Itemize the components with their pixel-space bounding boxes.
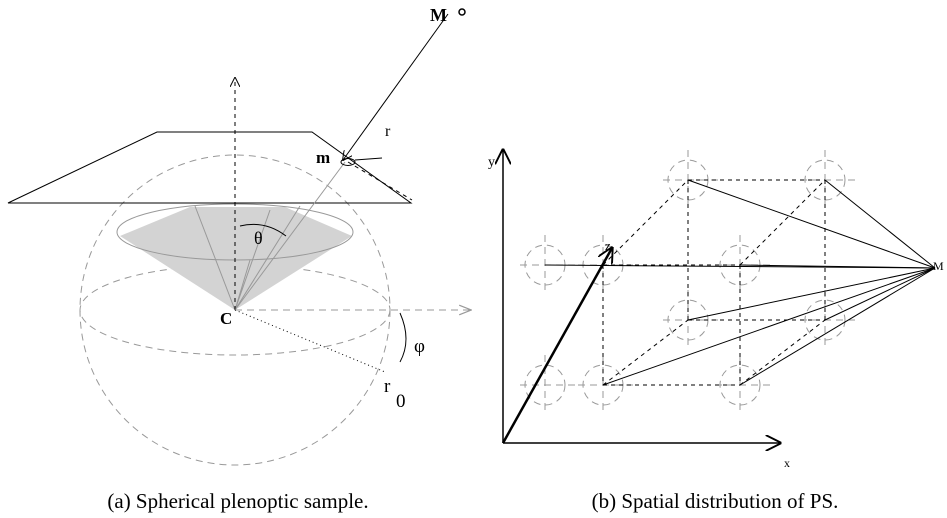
label-r0-sub: 0 bbox=[396, 391, 406, 412]
cone-lines bbox=[194, 205, 301, 311]
ray-to-m bbox=[739, 267, 936, 386]
ray-to-m bbox=[602, 267, 936, 386]
label-C: C bbox=[220, 309, 232, 328]
label-r: r bbox=[385, 123, 391, 140]
ray-to-m bbox=[739, 264, 936, 269]
ray-to-m bbox=[687, 267, 936, 321]
cube-edge bbox=[602, 319, 689, 386]
sample-sphere bbox=[804, 159, 846, 201]
cube-edge bbox=[739, 319, 826, 386]
sample-sphere bbox=[804, 299, 846, 341]
ray-c-m bbox=[234, 161, 346, 311]
sample-sphere bbox=[719, 364, 761, 406]
label-r0: r bbox=[384, 376, 391, 397]
label-M-b: M bbox=[933, 259, 944, 273]
label-x: x bbox=[784, 456, 790, 470]
label-m: m bbox=[316, 148, 330, 167]
cube-edge bbox=[602, 179, 689, 266]
panel-a: M r m θ C φ r 0 (a) Spherical plenoptic … bbox=[7, 5, 470, 513]
caption-a: (a) Spherical plenoptic sample. bbox=[107, 489, 368, 513]
label-z: z bbox=[605, 238, 611, 253]
ray-to-m bbox=[824, 267, 936, 321]
z-axis bbox=[501, 248, 612, 444]
tick-m bbox=[354, 157, 383, 161]
theta-arc bbox=[239, 223, 287, 237]
panel-b: y x z M (b) Spatial distribution of PS. bbox=[488, 150, 944, 513]
cone bbox=[120, 207, 352, 310]
ray-m bbox=[343, 13, 449, 160]
label-phi: φ bbox=[414, 336, 425, 357]
phi-arc bbox=[399, 312, 407, 363]
pixel-m bbox=[340, 158, 356, 166]
ray-to-m bbox=[824, 179, 936, 269]
label-y: y bbox=[488, 155, 495, 170]
label-theta: θ bbox=[254, 228, 263, 248]
caption-b: (b) Spatial distribution of PS. bbox=[592, 489, 839, 513]
point-m bbox=[458, 8, 466, 16]
cube-edge bbox=[739, 179, 826, 266]
sample-sphere bbox=[524, 364, 566, 406]
label-M: M bbox=[430, 5, 447, 25]
image-plane bbox=[7, 131, 413, 204]
r0-line bbox=[234, 309, 386, 373]
ray-to-m bbox=[687, 179, 936, 269]
